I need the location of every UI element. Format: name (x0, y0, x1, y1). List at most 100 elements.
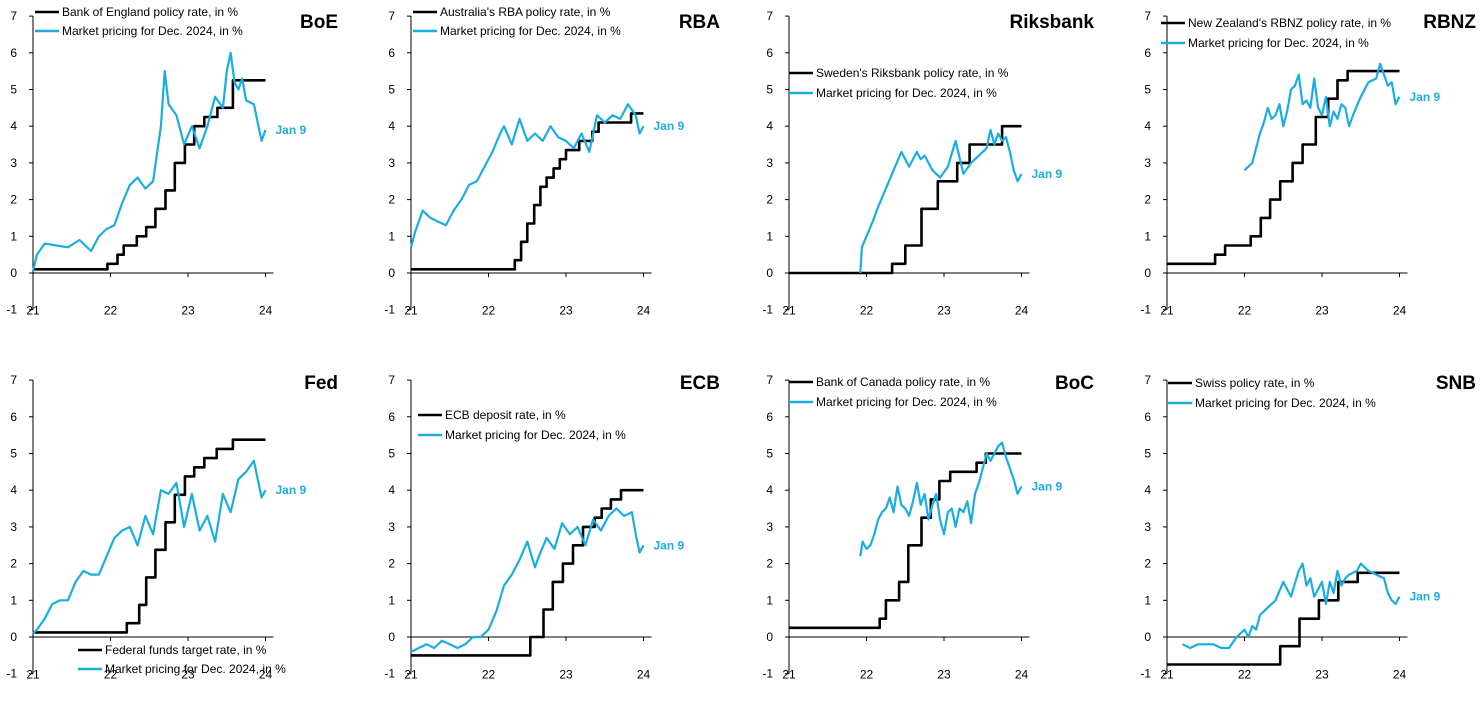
x-tick-label: 22 (860, 668, 874, 682)
y-tick-label: 2 (388, 557, 395, 571)
y-tick-label: -1 (1140, 303, 1151, 317)
market-pricing-line-rbnz (1243, 62, 1401, 172)
x-tick-label: 21 (782, 304, 796, 318)
y-tick-label: -1 (762, 303, 773, 317)
panel-title: SNB (1436, 373, 1476, 394)
y-tick-label: 4 (766, 119, 773, 133)
x-tick-label: 23 (559, 304, 573, 318)
y-tick-label: 5 (10, 83, 17, 97)
annotation-label: Jan 9 (1410, 90, 1441, 104)
chart-panel-riksbank: -1 0 1 2 3 4 5 6 7 21 22 23 24 Sweden's Riksbank poli… (756, 0, 1104, 336)
x-tick-label: 24 (259, 668, 273, 682)
x-tick-label: 21 (26, 668, 40, 682)
x-tick-label: 22 (1238, 668, 1252, 682)
legend-label: Bank of England policy rate, in % (62, 5, 238, 19)
market-pricing-line-ecb (410, 507, 645, 653)
legend-label: Market pricing for Dec. 2024, in % (1195, 396, 1376, 410)
legend-label: New Zealand's RBNZ policy rate, in % (1188, 16, 1391, 30)
y-tick-label: 0 (388, 630, 395, 644)
y-tick-label: 4 (10, 483, 17, 497)
x-tick-label: 24 (637, 304, 651, 318)
chart-panel-snb: -1 0 1 2 3 4 5 6 7 21 22 23 24 Swiss policy rate, in … (1134, 364, 1482, 700)
y-tick-label: 2 (766, 557, 773, 571)
x-tick-label: 22 (482, 668, 496, 682)
x-tick-label: 23 (559, 668, 573, 682)
annotation-label: Jan 9 (1410, 590, 1441, 604)
policy-rate-line-ecb (411, 488, 644, 657)
y-tick-label: 3 (10, 156, 17, 170)
policy-rate-line-boe (33, 79, 266, 271)
legend-label: Market pricing for Dec. 2024, in % (816, 395, 997, 409)
y-tick-label: 6 (766, 410, 773, 424)
x-tick-label: 24 (1393, 668, 1407, 682)
x-tick-label: 24 (1015, 668, 1029, 682)
y-tick-label: 7 (766, 9, 773, 23)
annotation-label: Jan 9 (1032, 480, 1063, 494)
y-tick-label: 6 (10, 410, 17, 424)
y-tick-label: 5 (766, 447, 773, 461)
y-tick-label: 2 (1144, 193, 1151, 207)
y-tick-label: 0 (10, 266, 17, 280)
y-tick-label: 3 (766, 156, 773, 170)
y-tick-label: 6 (388, 410, 395, 424)
legend-label: Market pricing for Dec. 2024, in % (62, 24, 243, 38)
annotation-label: Jan 9 (276, 123, 307, 137)
y-tick-label: 3 (766, 520, 773, 534)
chart-panel-ecb: -1 0 1 2 3 4 5 6 7 21 22 23 24 ECB deposit rate, in %… (378, 364, 726, 700)
y-tick-label: 5 (388, 83, 395, 97)
legend-label: Swiss policy rate, in % (1195, 376, 1315, 390)
y-tick-label: -1 (6, 303, 17, 317)
market-pricing-line-rba (409, 103, 645, 248)
policy-rate-line-rba (411, 112, 644, 271)
y-tick-label: 0 (388, 266, 395, 280)
x-tick-label: 24 (637, 668, 651, 682)
panel-title: Riksbank (1010, 12, 1095, 33)
chart-panel-rbnz: -1 0 1 2 3 4 5 6 7 21 22 23 24 New Zealand's RBNZ pol… (1134, 0, 1482, 336)
policy-rate-line-snb (1167, 571, 1400, 666)
y-tick-label: 2 (388, 193, 395, 207)
chart-panel-fed: -1 0 1 2 3 4 5 6 7 21 22 23 24 Federal funds target r… (0, 364, 348, 700)
legend-label: Market pricing for Dec. 2024, in % (1188, 36, 1369, 50)
y-tick-label: 7 (388, 373, 395, 387)
policy-rate-line-boc (789, 452, 1022, 630)
x-tick-label: 22 (482, 304, 496, 318)
y-tick-label: 7 (1144, 373, 1151, 387)
y-tick-label: 2 (10, 557, 17, 571)
y-tick-label: 3 (388, 520, 395, 534)
policy-rate-line-fed (33, 438, 266, 634)
x-tick-label: 21 (1160, 668, 1174, 682)
y-tick-label: 4 (1144, 119, 1151, 133)
y-tick-label: -1 (762, 667, 773, 681)
y-tick-label: 6 (388, 46, 395, 60)
x-tick-label: 23 (1315, 668, 1329, 682)
x-tick-label: 22 (1238, 304, 1252, 318)
y-tick-label: -1 (384, 303, 395, 317)
y-tick-label: 1 (388, 229, 395, 243)
x-tick-label: 23 (181, 668, 195, 682)
y-tick-label: 5 (10, 447, 17, 461)
y-tick-label: 4 (1144, 483, 1151, 497)
x-tick-label: 23 (937, 668, 951, 682)
annotation-label: Jan 9 (654, 119, 685, 133)
y-tick-label: -1 (6, 667, 17, 681)
legend-label: Australia's RBA policy rate, in % (440, 5, 611, 19)
policy-rate-line-riksbank (789, 124, 1022, 275)
y-tick-label: 0 (1144, 266, 1151, 280)
y-tick-label: 4 (388, 119, 395, 133)
market-pricing-line-boc (859, 441, 1023, 557)
y-tick-label: 1 (766, 593, 773, 607)
y-tick-label: 2 (1144, 557, 1151, 571)
y-tick-label: 1 (10, 593, 17, 607)
annotation-label: Jan 9 (1032, 167, 1063, 181)
y-tick-label: 6 (10, 46, 17, 60)
legend-label: Market pricing for Dec. 2024, in % (445, 428, 626, 442)
panel-title: RBA (679, 12, 720, 33)
y-tick-label: 2 (766, 193, 773, 207)
legend-label: Bank of Canada policy rate, in % (816, 375, 990, 389)
y-tick-label: 6 (1144, 46, 1151, 60)
x-tick-label: 23 (937, 304, 951, 318)
